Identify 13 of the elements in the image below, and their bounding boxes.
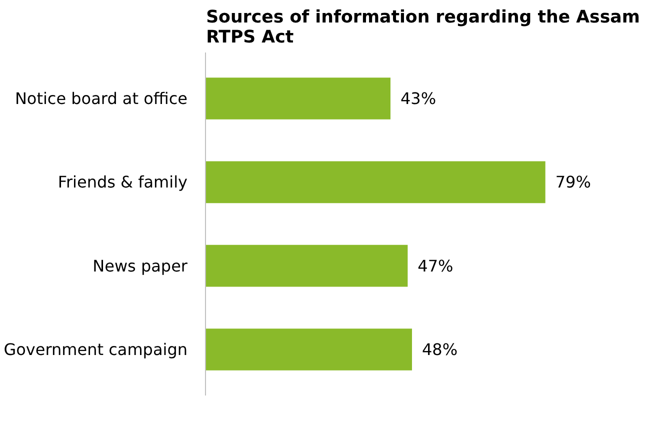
y-tick-label: Government campaign: [4, 340, 188, 359]
y-tick-label: Friends & family: [58, 172, 188, 192]
bar: [206, 161, 546, 204]
bar: [206, 328, 412, 370]
data-label: 47%: [418, 256, 454, 276]
data-label: 43%: [400, 89, 436, 108]
data-label: 48%: [422, 340, 458, 359]
y-tick-label: Notice board at office: [14, 89, 188, 108]
y-tick-label: News paper: [92, 256, 188, 276]
bar: [206, 78, 390, 120]
bar: [206, 244, 408, 287]
chart-title: Sources of information regarding the Assam RTPS Act: [206, 8, 640, 48]
data-label: 79%: [555, 172, 591, 192]
